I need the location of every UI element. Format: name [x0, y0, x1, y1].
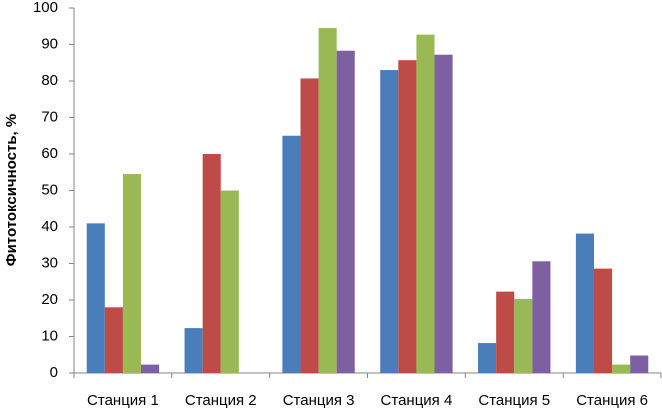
bar	[593, 268, 613, 373]
x-tick-label: Станция 1	[87, 392, 159, 409]
bar	[612, 364, 631, 373]
x-tick-label: Станция 3	[283, 392, 355, 409]
x-tick-label: Станция 6	[576, 392, 648, 409]
bar	[184, 328, 203, 373]
y-tick-label: 30	[41, 254, 58, 271]
bar	[434, 54, 453, 373]
bar	[202, 154, 221, 373]
bar	[380, 70, 399, 374]
y-tick-label: 40	[41, 218, 58, 235]
x-tick-label: Станция 5	[478, 392, 550, 409]
y-tick-label: 50	[41, 181, 58, 198]
y-tick-label: 90	[41, 35, 58, 52]
y-tick-label: 0	[50, 364, 58, 381]
bar	[532, 261, 551, 373]
bar	[496, 291, 515, 373]
x-tick-label: Станция 4	[381, 392, 453, 409]
bar	[336, 50, 355, 374]
bar	[575, 233, 594, 373]
bar	[630, 355, 649, 373]
y-tick-label: 20	[41, 291, 58, 308]
y-axis-label: Фитотоксичность, %	[3, 114, 20, 266]
bar	[514, 298, 533, 373]
bar	[282, 135, 301, 373]
y-tick-label: 100	[33, 0, 58, 16]
bar	[300, 78, 319, 373]
y-tick-label: 80	[41, 72, 58, 89]
x-tick-label: Станция 2	[185, 392, 257, 409]
bar	[86, 223, 105, 373]
y-tick-label: 70	[41, 108, 58, 125]
bar	[220, 190, 239, 373]
y-tick-label: 10	[41, 327, 58, 344]
bar	[104, 307, 123, 373]
bar	[318, 28, 337, 373]
bar	[141, 364, 160, 373]
bar	[478, 343, 497, 373]
bar	[398, 60, 417, 373]
bar	[122, 174, 142, 373]
y-tick-label: 60	[41, 145, 58, 162]
bar	[416, 34, 435, 374]
